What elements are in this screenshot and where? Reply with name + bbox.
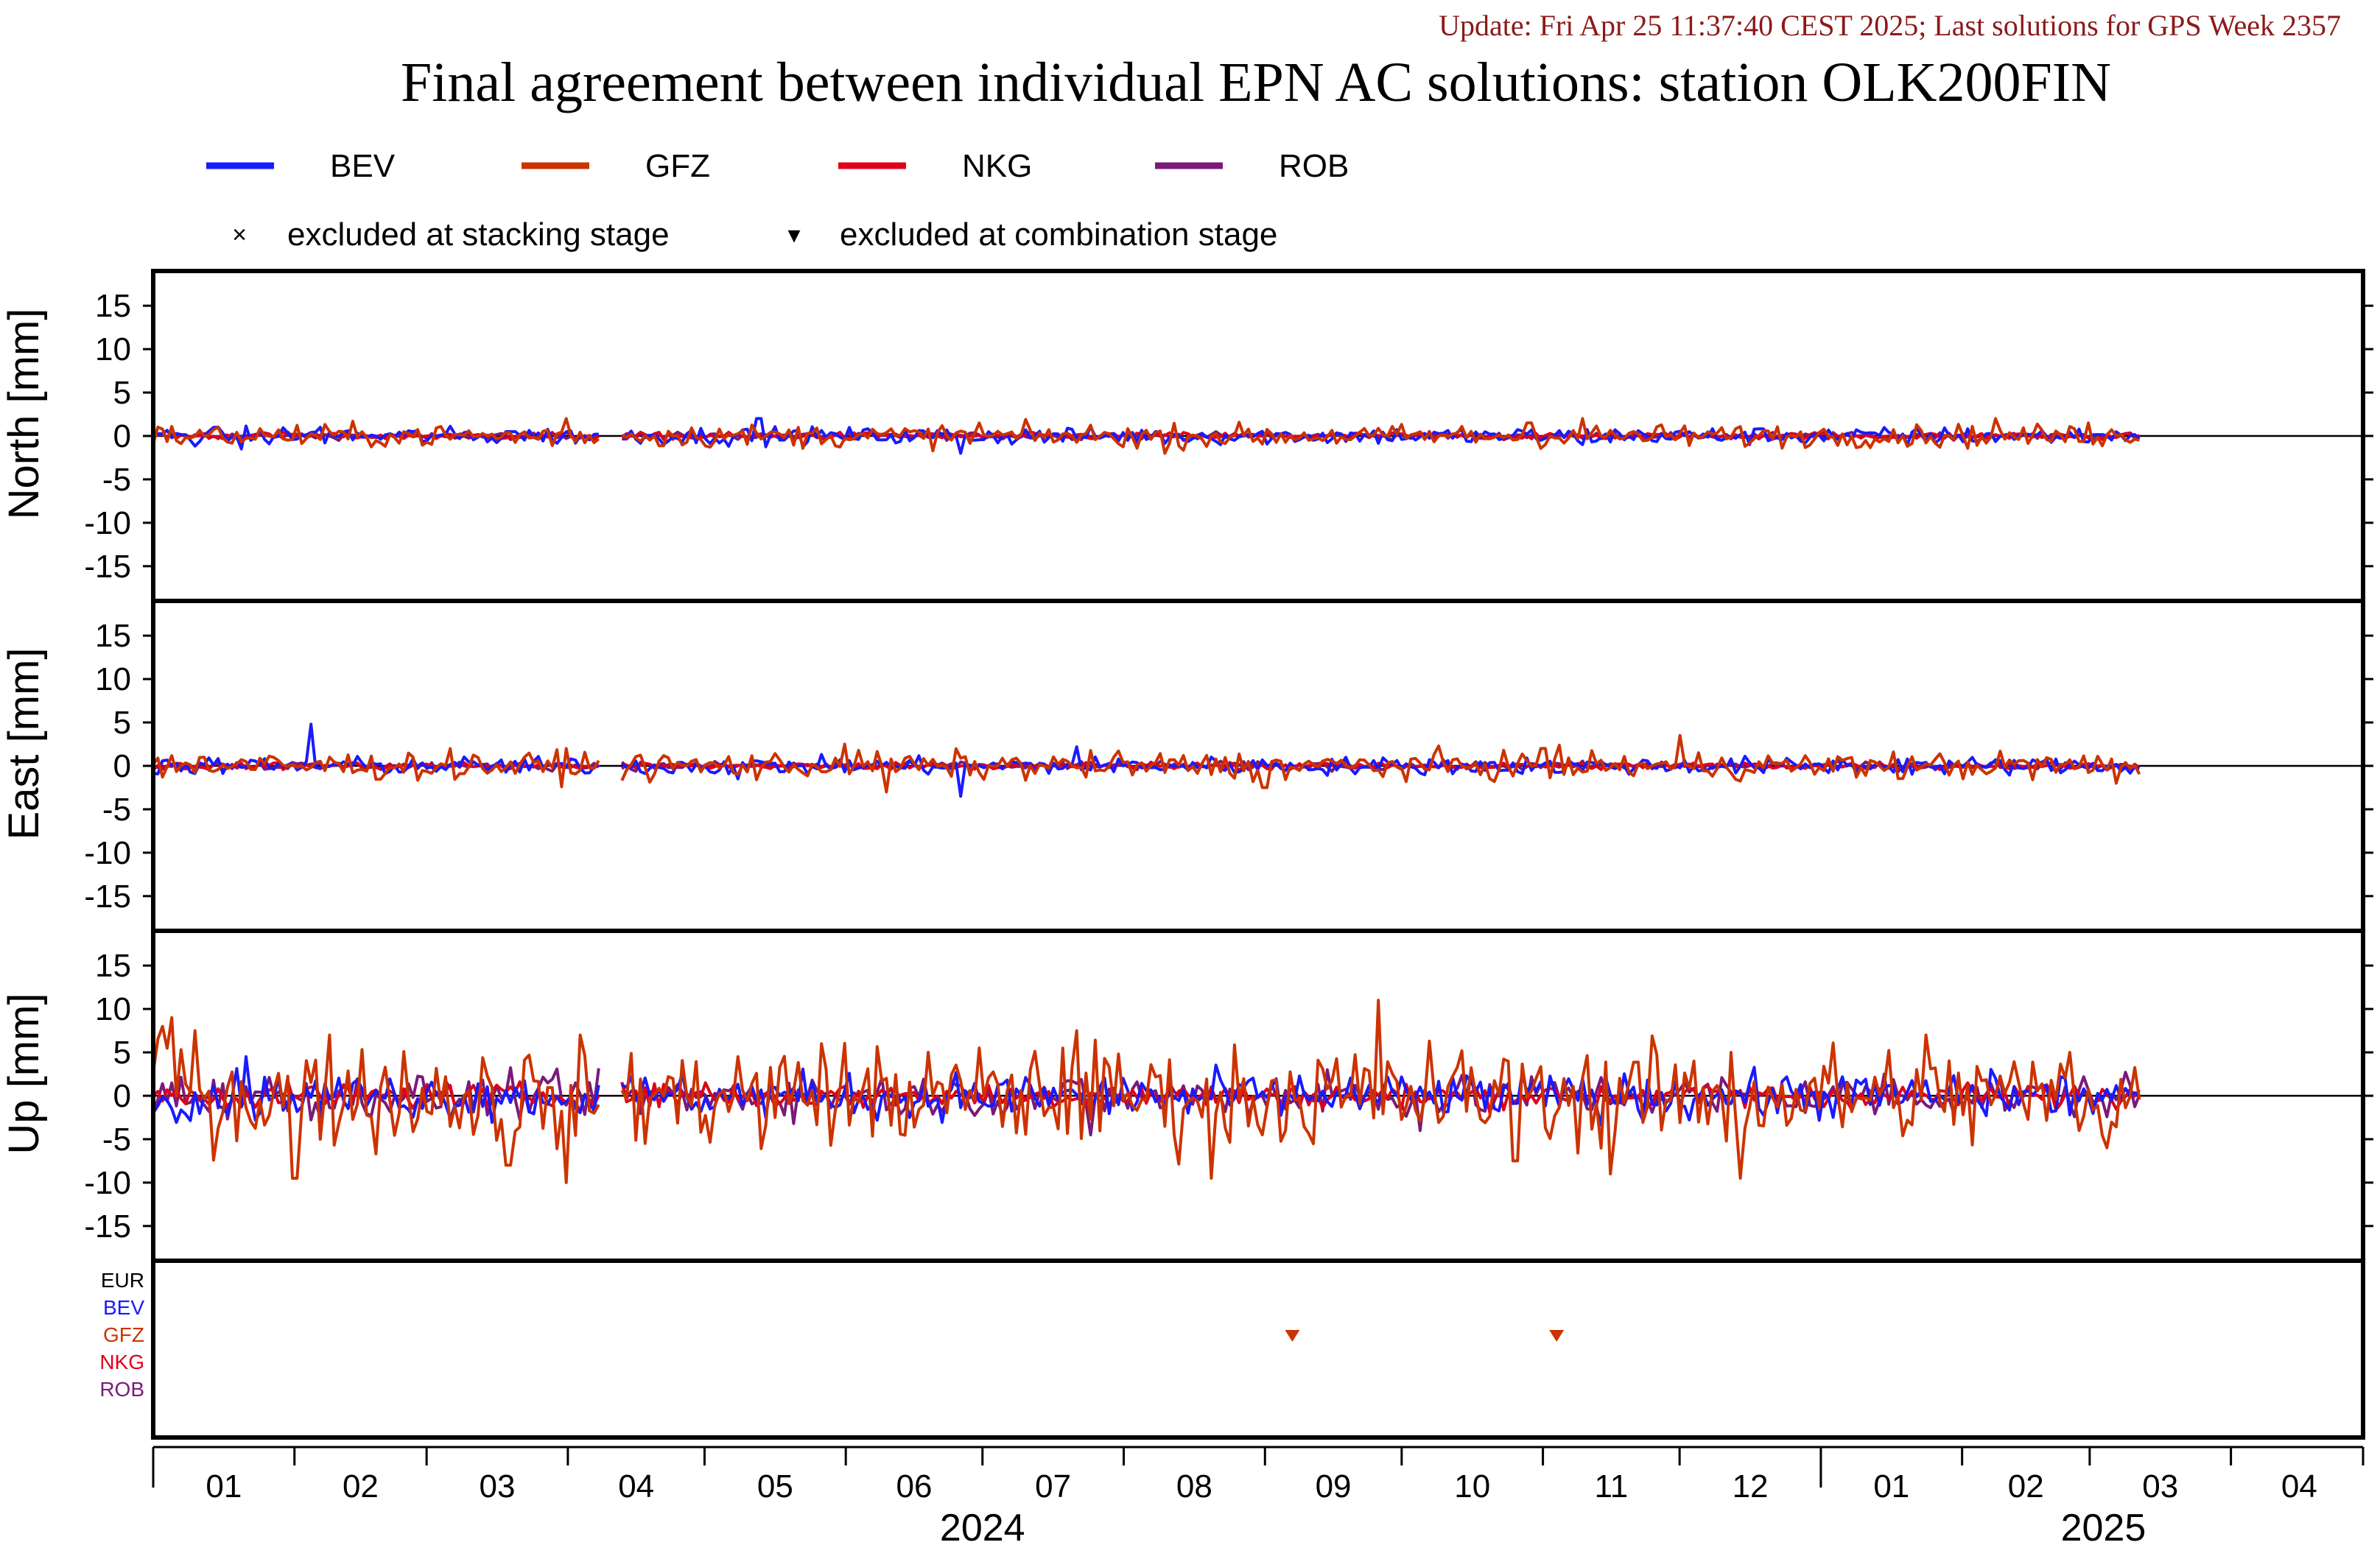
- x-tick-label: 01: [1873, 1468, 1909, 1504]
- y-tick-label: 0: [113, 748, 131, 784]
- x-tick-label: 11: [1595, 1468, 1629, 1504]
- y-tick-label: 10: [95, 661, 131, 697]
- panels: 15 10 5 0 -5 -10 -15 North [mm] 15 10 5 0 -5 -10 -15 Ea…: [0, 269, 2373, 1263]
- x-year-label: 2024: [940, 1507, 1025, 1545]
- x-tick-label: 09: [1316, 1468, 1352, 1504]
- y-tick-label: -10: [84, 505, 131, 541]
- panel-north: 15 10 5 0 -5 -10 -15 North [mm]: [0, 269, 2373, 603]
- y-tick-label: 15: [95, 948, 131, 984]
- legend-label: BEV: [330, 148, 396, 184]
- exclusion-row-label: ROB: [99, 1378, 144, 1401]
- series-line-gfz: [621, 417, 2140, 455]
- exclusion-panel: EUR BEV GFZ NKG ROB: [99, 1259, 2365, 1440]
- x-tick-label: 06: [896, 1468, 933, 1504]
- exclusion-frame: [151, 1259, 2365, 1440]
- y-tick-label: -15: [84, 879, 131, 915]
- legend-marker-1: ▾ excluded at combination stage: [787, 217, 1277, 253]
- y-axis-label: North [mm]: [0, 309, 48, 520]
- legend-entry-bev: BEV: [206, 148, 396, 184]
- x-tick-label: 08: [1176, 1468, 1212, 1504]
- y-tick-label: -5: [102, 792, 131, 828]
- exclusion-marker: [1285, 1330, 1300, 1342]
- x-tick-label: 02: [2008, 1468, 2044, 1504]
- legend-entry-nkg: NKG: [838, 148, 1032, 184]
- y-tick-label: 5: [113, 375, 131, 411]
- series-group: [153, 417, 2141, 455]
- y-tick-label: -10: [84, 1165, 131, 1201]
- panel-east: 15 10 5 0 -5 -10 -15 East [mm]: [0, 599, 2373, 933]
- y-tick-label: -15: [84, 549, 131, 585]
- y-tick-label: 0: [113, 418, 131, 454]
- y-tick-label: -5: [102, 1122, 131, 1158]
- series-line-gfz: [153, 747, 600, 789]
- x-tick-label: 04: [2281, 1468, 2317, 1504]
- series-group: [153, 722, 2141, 798]
- x-tick-label: 02: [343, 1468, 379, 1504]
- legend-entry-gfz: GFZ: [522, 148, 710, 184]
- x-tick-label: 10: [1454, 1468, 1490, 1504]
- exclusion-row-label: EUR: [101, 1269, 144, 1292]
- x-tick-label: 03: [480, 1468, 516, 1504]
- exclusion-row-label: BEV: [103, 1296, 144, 1319]
- legend-label: GFZ: [645, 148, 710, 184]
- y-axis-label: East [mm]: [0, 647, 48, 840]
- legend-marker-symbol: ▾: [787, 221, 800, 249]
- x-tick-label: 12: [1733, 1468, 1769, 1504]
- legend-label: NKG: [962, 148, 1032, 184]
- exclusion-row-label: GFZ: [103, 1323, 144, 1346]
- legend: BEV GFZ NKG ROB × excluded at stacking stage ▾…: [206, 148, 1349, 253]
- x-axis: 01 02 03 04 05 06 07 08 09 10 11 12 01 02 03 04 2024 2025: [152, 1446, 2365, 1545]
- y-tick-label: 5: [113, 1035, 131, 1071]
- series-line-gfz: [620, 999, 2141, 1180]
- x-tick-label: 04: [618, 1468, 654, 1504]
- series-line-rob: [153, 1066, 600, 1122]
- series-line-gfz: [620, 733, 2141, 794]
- y-axis-label: Up [mm]: [0, 993, 48, 1154]
- series-line-gfz: [153, 1016, 600, 1184]
- chart-title: Final agreement between individual EPN A…: [401, 52, 2111, 113]
- y-tick-label: 15: [95, 618, 131, 654]
- y-tick-label: 10: [95, 331, 131, 367]
- legend-marker-label: excluded at combination stage: [840, 217, 1277, 253]
- y-tick-label: 10: [95, 991, 131, 1027]
- y-tick-label: -10: [84, 835, 131, 871]
- legend-marker-label: excluded at stacking stage: [287, 217, 670, 253]
- exclusion-marker: [1549, 1330, 1565, 1342]
- legend-entry-rob: ROB: [1155, 148, 1349, 184]
- y-tick-label: -5: [102, 462, 131, 498]
- series-group: [153, 999, 2141, 1184]
- y-tick-label: 15: [95, 288, 131, 324]
- y-tick-label: 0: [113, 1078, 131, 1114]
- legend-marker-symbol: ×: [232, 221, 247, 249]
- update-text: Update: Fri Apr 25 11:37:40 CEST 2025; L…: [1439, 9, 2341, 42]
- series-line-bev: [621, 417, 2141, 455]
- x-tick-label: 07: [1035, 1468, 1071, 1504]
- x-year-label: 2025: [2061, 1507, 2146, 1545]
- series-line-gfz: [153, 417, 600, 448]
- y-tick-label: -15: [84, 1208, 131, 1245]
- y-tick-label: 5: [113, 705, 131, 741]
- x-tick-label: 01: [206, 1468, 242, 1504]
- legend-label: ROB: [1279, 148, 1349, 184]
- exclusion-row-label: NKG: [99, 1351, 144, 1373]
- legend-marker-0: × excluded at stacking stage: [232, 217, 669, 253]
- x-tick-label: 03: [2142, 1468, 2178, 1504]
- x-tick-label: 05: [757, 1468, 793, 1504]
